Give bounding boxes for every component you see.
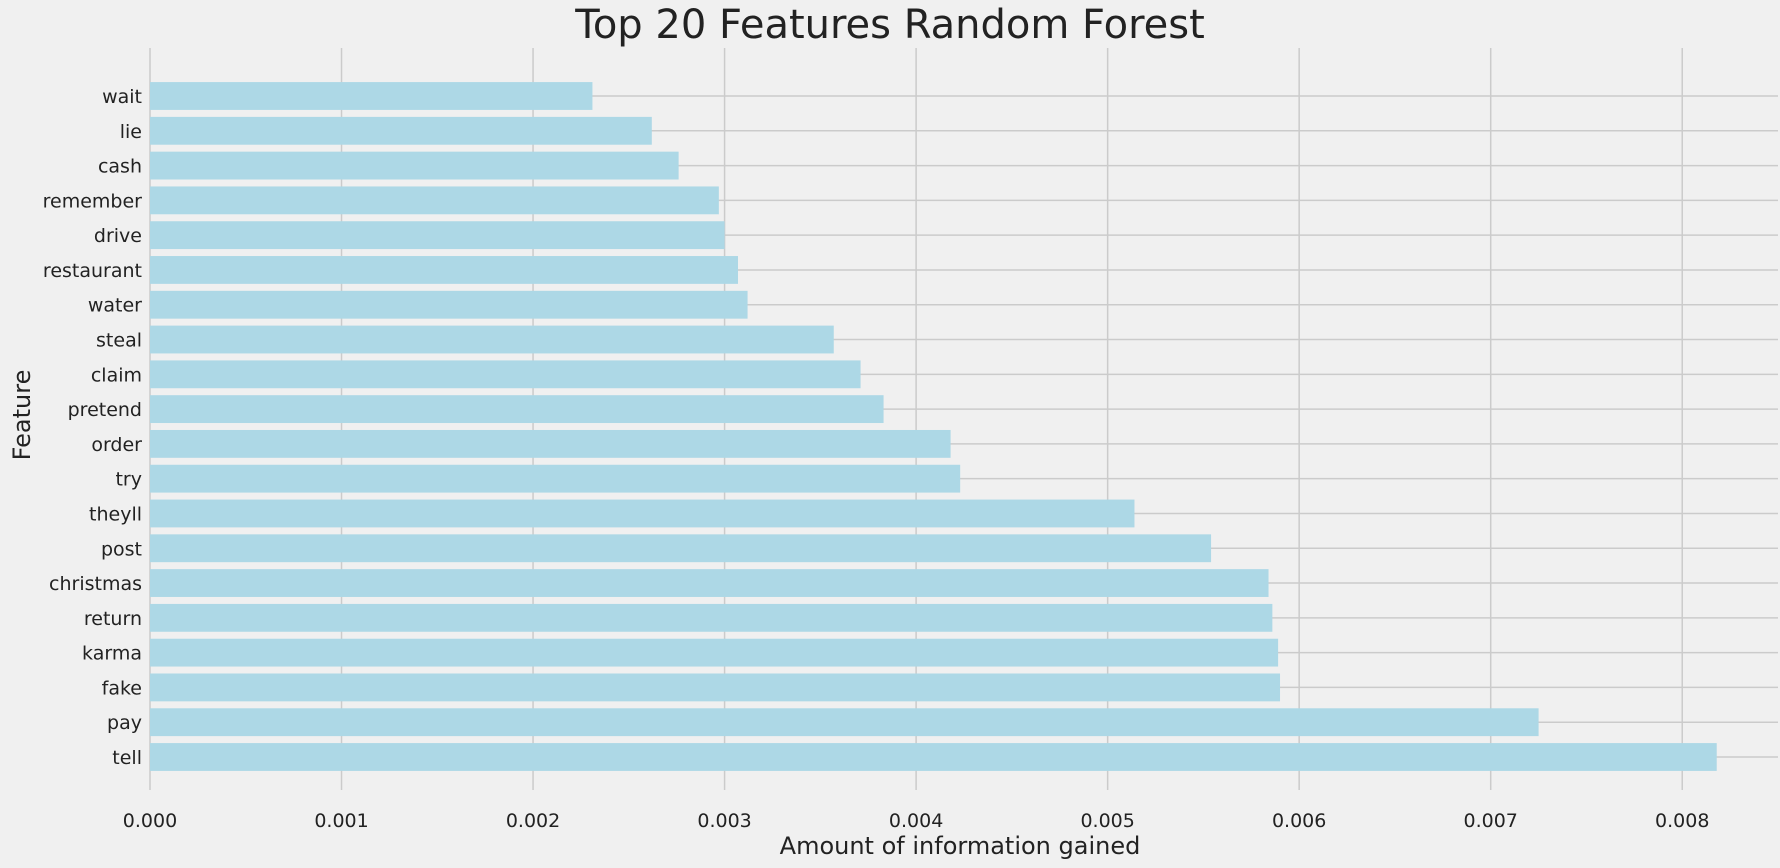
y-tick-label: cash — [98, 156, 142, 178]
y-tick-label: karma — [82, 643, 142, 665]
y-tick-label: restaurant — [43, 260, 142, 282]
bar-fake — [150, 673, 1281, 702]
y-tick-label: post — [101, 538, 142, 560]
bar-order — [150, 429, 951, 458]
bar-cash — [150, 151, 679, 180]
y-tick-label: theyll — [89, 503, 142, 525]
y-axis-label: Feature — [8, 370, 36, 461]
bar-post — [150, 534, 1212, 563]
bar-theyll — [150, 499, 1135, 528]
y-tick-label: drive — [94, 225, 142, 247]
chart-title: Top 20 Features Random Forest — [575, 2, 1205, 48]
y-tick-label: return — [84, 608, 142, 630]
y-tick-label: christmas — [49, 573, 142, 595]
bar-wait — [150, 82, 593, 110]
bar-pay — [150, 708, 1539, 737]
y-tick-label: order — [91, 434, 142, 456]
bar-lie — [150, 116, 652, 145]
x-tick-label: 0.008 — [1655, 810, 1709, 832]
y-tick-labels: wait lie cash remember drive restaurant water s… — [43, 86, 143, 769]
bar-claim — [150, 360, 861, 389]
x-tick-labels: 0.000 0.001 0.002 0.003 0.004 0.005 0.006 0.007… — [123, 810, 1710, 832]
bar-karma — [150, 638, 1279, 667]
y-tick-label: fake — [102, 677, 142, 699]
x-tick-label: 0.004 — [889, 810, 943, 832]
x-tick-label: 0.001 — [314, 810, 368, 832]
x-axis-label: Amount of information gained — [780, 832, 1141, 860]
bar-water — [150, 290, 748, 319]
y-tick-label: pretend — [68, 399, 142, 421]
y-tick-label: tell — [112, 747, 142, 769]
bar-drive — [150, 221, 725, 250]
bar-return — [150, 603, 1273, 632]
bars — [150, 82, 1717, 771]
x-tick-label: 0.007 — [1464, 810, 1518, 832]
bar-remember — [150, 186, 719, 215]
bar-try — [150, 464, 961, 493]
x-tick-label: 0.003 — [697, 810, 751, 832]
y-tick-label: steal — [96, 330, 142, 352]
x-tick-label: 0.002 — [506, 810, 560, 832]
bar-tell — [150, 743, 1717, 771]
bar-restaurant — [150, 256, 738, 284]
bar-steal — [150, 325, 834, 354]
y-tick-label: water — [88, 295, 142, 317]
x-tick-label: 0.000 — [123, 810, 177, 832]
y-tick-label: pay — [107, 712, 142, 734]
y-tick-label: lie — [120, 121, 142, 143]
y-tick-label: try — [115, 469, 142, 491]
x-tick-label: 0.006 — [1272, 810, 1326, 832]
y-tick-label: remember — [43, 190, 143, 212]
y-tick-label: claim — [91, 364, 142, 386]
y-tick-label: wait — [102, 86, 142, 108]
bar-christmas — [150, 569, 1269, 597]
x-tick-label: 0.005 — [1080, 810, 1134, 832]
bar-pretend — [150, 395, 884, 424]
